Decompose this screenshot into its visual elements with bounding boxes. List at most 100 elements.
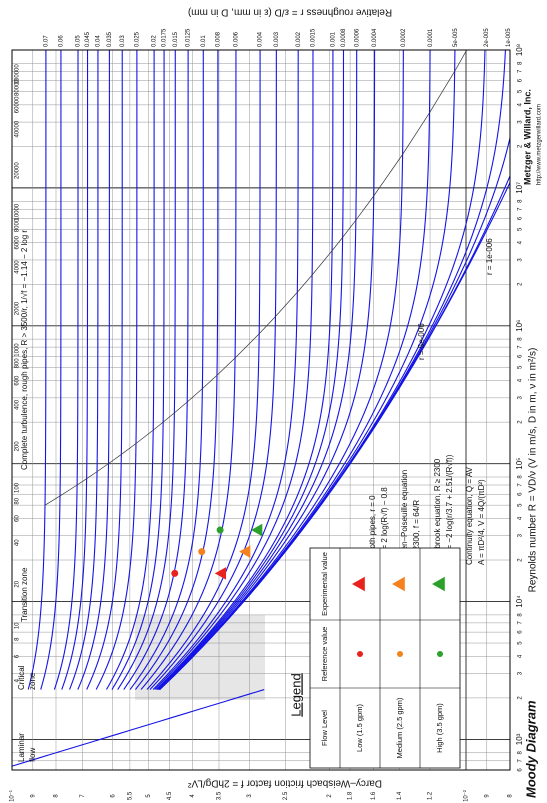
secondary-tick-label: 4000 [15, 260, 21, 274]
y-tick-label: 5.5 [127, 791, 133, 800]
legend-label: Medium (2.5 gpm) [395, 697, 404, 758]
roughness-label: 2e-005 [484, 28, 490, 47]
experimental-point [251, 523, 263, 537]
y-tick-label: 5 [146, 794, 152, 798]
y-tick-label: 10⁻² [464, 790, 470, 802]
annotation: A = πD²/4, V = 4Q/(πD²) [477, 479, 486, 565]
roughness-curve [135, 50, 219, 690]
y-tick-label: 1.6 [371, 791, 377, 800]
roughness-label: 0.06 [59, 35, 65, 47]
x-tick-label: 5 [518, 227, 524, 231]
x-tick-label: 2 [518, 558, 524, 562]
roughness-label: 0.045 [85, 31, 91, 47]
y-tick-label: 2.5 [283, 791, 289, 800]
roughness-label: 0.05 [76, 35, 82, 47]
roughness-curve [86, 50, 123, 690]
legend-marker [437, 651, 443, 657]
x-tick-label: 2 [518, 420, 524, 424]
roughness-label: 0.02 [152, 35, 158, 47]
roughness-label: 0.015 [173, 31, 179, 47]
secondary-tick-label: 6 [15, 654, 21, 658]
annotation: R ≤ 2300, f = 64/R [412, 500, 421, 565]
x-tick-label: 7 [518, 758, 524, 762]
secondary-tick-label: 80000 [15, 79, 21, 96]
roughness-curve [77, 50, 110, 690]
x-axis-label: Reynolds number R = VD/ν (V in m/s, D in… [528, 348, 539, 593]
legend-marker [432, 576, 445, 592]
roughness-label: 0.035 [107, 31, 113, 47]
legend-header: Reference value [320, 627, 329, 682]
x-tick-label: 4 [518, 240, 524, 244]
roughness-label: 0.006 [234, 31, 240, 47]
critical-zone-shade [135, 615, 265, 700]
roughness-curve [140, 50, 237, 690]
roughness-curve [61, 50, 89, 690]
annotation: Continuity equation, Q = AV [465, 466, 474, 565]
x-tick-label: 3 [518, 396, 524, 400]
plot-frame [11, 49, 511, 771]
roughness-label: 0.0004 [372, 28, 378, 47]
x-tick-label: 8 [518, 199, 524, 203]
secondary-tick-label: 60000 [15, 96, 21, 113]
curves [12, 50, 510, 767]
laminar-line [12, 689, 265, 767]
y-axis-label: Darcy–Weisbach friction factor f = 2hDg/… [187, 777, 382, 788]
x-tick-label: 10⁴ [515, 595, 524, 608]
url: http://www.metzgerwillard.com [537, 104, 543, 185]
y-tick-label: 1.8 [348, 791, 354, 800]
roughness-label: 0.0002 [401, 28, 407, 47]
x-tick-label: 10⁸ [515, 44, 524, 56]
y-tick-label: 2 [327, 794, 333, 798]
annotation: Hagen–Poiseuille equation [400, 470, 409, 565]
x-tick-label: 8 [518, 337, 524, 341]
secondary-tick-label: 600 [15, 375, 21, 386]
roughness-curve [106, 50, 155, 690]
chart-title: Moody Diagram [523, 700, 538, 798]
secondary-tick-label: 80 [15, 497, 21, 504]
x-tick-label: 2 [518, 144, 524, 148]
roughness-curve [69, 50, 99, 690]
x-tick-label: 6 [518, 354, 524, 358]
x-tick-label: 10³ [515, 733, 524, 745]
x-tick-label: 4 [518, 516, 524, 520]
roughness-label: 0.004 [258, 31, 264, 47]
roughness-curve [152, 50, 299, 690]
reference-point [198, 548, 206, 556]
roughness-curve [27, 50, 47, 690]
roughness-curve [157, 50, 376, 690]
y-tick-label: 3 [247, 794, 253, 798]
x-tick-label: 7 [518, 621, 524, 625]
y-tick-label: 8 [508, 794, 514, 798]
annotation: Critical [17, 665, 26, 690]
roughness-label: 0.07 [43, 35, 49, 47]
curve-label: Smooth pipes, r = 0 [368, 495, 377, 565]
secondary-tick-label: 40 [15, 539, 21, 546]
annotation: flow [28, 748, 37, 762]
roughness-label: 0.01 [201, 35, 207, 47]
x-tick-label: 7 [518, 207, 524, 211]
x-tick-label: 5 [518, 365, 524, 369]
x-tick-label: 5 [518, 641, 524, 645]
y-tick-label: 1.2 [428, 791, 434, 800]
roughness-curve [156, 50, 345, 690]
legend-label: High (3.5 gpm) [435, 703, 444, 753]
y-tick-label: 6 [110, 794, 116, 798]
x-tick-label: 3 [518, 120, 524, 124]
secondary-tick-label: 4 [15, 678, 21, 682]
secondary-tick-label: 60 [15, 515, 21, 522]
x-tick-label: 10⁵ [515, 458, 524, 470]
x-tick-label: 7 [518, 483, 524, 487]
x-tick-label: 8 [518, 750, 524, 754]
annotation: Colebrook equation, R ≥ 2300 [433, 458, 442, 565]
x-tick-label: 4 [518, 654, 524, 658]
roughness-curve [123, 50, 189, 690]
roughness-label: 0.04 [96, 35, 102, 47]
roughness-curve [129, 50, 204, 690]
x-tick-label: 8 [518, 475, 524, 479]
x-tick-label: 5 [518, 89, 524, 93]
roughness-curve [95, 50, 138, 690]
legend-label: Low (1.5 gpm) [355, 704, 364, 752]
roughness-label: 0.0125 [186, 28, 192, 47]
